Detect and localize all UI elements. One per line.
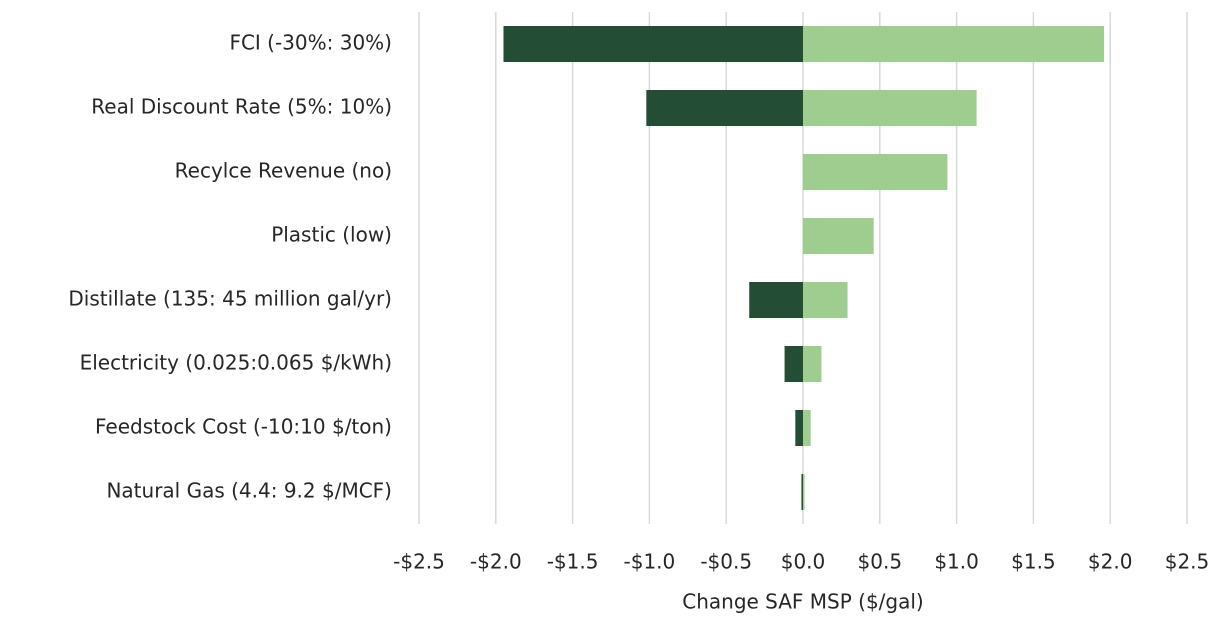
bar [803,282,848,318]
y-tick-label: Recylce Revenue (no) [175,159,392,183]
x-tick-label: -$0.5 [700,550,752,574]
x-tick-label: $1.0 [934,550,979,574]
bar [803,474,805,510]
bar [801,474,803,510]
x-tick-label: $1.5 [1011,550,1056,574]
x-tick-label: $0.0 [781,550,826,574]
bar [803,26,1105,62]
x-tick-label: -$2.0 [470,550,522,574]
bar [803,218,874,254]
x-axis-title: Change SAF MSP ($/gal) [682,590,923,614]
x-tick-label: $2.5 [1165,550,1210,574]
bar [803,346,822,382]
y-tick-label: Distillate (135: 45 million gal/yr) [68,287,392,311]
bar [803,90,977,126]
bar [749,282,803,318]
x-tick-label: $2.0 [1088,550,1133,574]
y-tick-label: Electricity (0.025:0.065 $/kWh) [80,351,392,375]
bar [803,154,948,190]
bar [503,26,803,62]
y-tick-label: Natural Gas (4.4: 9.2 $/MCF) [106,479,392,503]
x-tick-label: -$1.5 [547,550,599,574]
bar [646,90,803,126]
bar [803,410,811,446]
bar [795,410,803,446]
bar [784,346,803,382]
x-tick-label: -$2.5 [393,550,445,574]
y-tick-label: Feedstock Cost (-10:10 $/ton) [95,415,392,439]
y-tick-label: Real Discount Rate (5%: 10%) [91,95,392,119]
y-tick-label: Plastic (low) [271,223,392,247]
x-tick-label: $0.5 [858,550,903,574]
y-tick-label: FCI (-30%: 30%) [229,31,392,55]
x-tick-label: -$1.0 [624,550,676,574]
